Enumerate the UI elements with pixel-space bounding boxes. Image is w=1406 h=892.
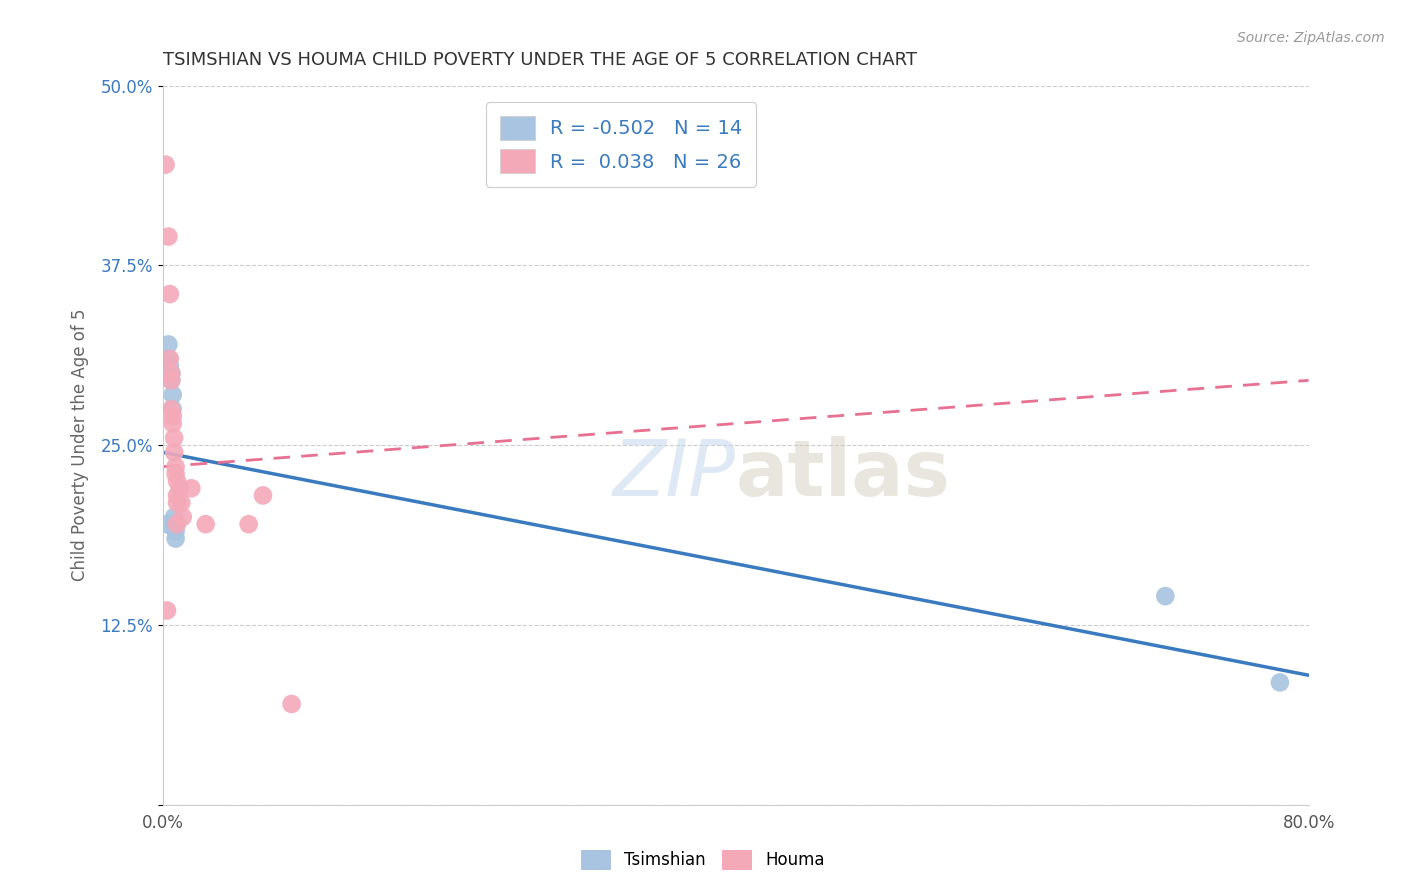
Point [155, 158, 177, 172]
Point [194, 517, 217, 532]
Point [170, 495, 193, 509]
Point [160, 366, 183, 380]
Point [165, 467, 187, 481]
Point [159, 359, 181, 373]
Text: Source: ZipAtlas.com: Source: ZipAtlas.com [1237, 31, 1385, 45]
Text: ZIP: ZIP [613, 436, 735, 512]
Point [166, 474, 188, 488]
Point [238, 517, 260, 532]
Legend: Tsimshian, Houma: Tsimshian, Houma [574, 843, 832, 877]
Point [163, 510, 186, 524]
Point [160, 373, 183, 387]
Point [162, 388, 184, 402]
Point [165, 459, 187, 474]
Point [165, 524, 187, 539]
Point [169, 481, 191, 495]
Point [162, 417, 184, 431]
Text: atlas: atlas [735, 436, 950, 512]
Point [159, 351, 181, 366]
Legend: R = -0.502   N = 14, R =  0.038   N = 26: R = -0.502 N = 14, R = 0.038 N = 26 [486, 103, 756, 186]
Point [157, 351, 180, 366]
Point [280, 697, 302, 711]
Point [162, 409, 184, 424]
Point [1154, 589, 1177, 603]
Point [159, 287, 181, 301]
Point [157, 337, 180, 351]
Point [163, 517, 186, 532]
Point [252, 488, 274, 502]
Point [156, 603, 179, 617]
Point [180, 481, 202, 495]
Y-axis label: Child Poverty Under the Age of 5: Child Poverty Under the Age of 5 [72, 309, 89, 582]
Point [160, 373, 183, 387]
Point [156, 517, 179, 532]
Point [166, 517, 188, 532]
Point [160, 366, 183, 380]
Point [166, 495, 188, 509]
Point [157, 229, 180, 244]
Point [172, 510, 194, 524]
Point [162, 402, 184, 417]
Point [160, 402, 183, 417]
Point [163, 431, 186, 445]
Point [166, 488, 188, 502]
Point [1268, 675, 1291, 690]
Point [163, 445, 186, 459]
Text: TSIMSHIAN VS HOUMA CHILD POVERTY UNDER THE AGE OF 5 CORRELATION CHART: TSIMSHIAN VS HOUMA CHILD POVERTY UNDER T… [163, 51, 917, 69]
Point [165, 532, 187, 546]
